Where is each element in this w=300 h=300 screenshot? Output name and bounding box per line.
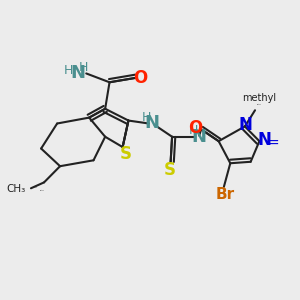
Text: N: N bbox=[145, 115, 160, 133]
Text: O: O bbox=[188, 119, 202, 137]
Text: H: H bbox=[79, 61, 88, 74]
Text: methyl: methyl bbox=[40, 190, 45, 191]
Text: O: O bbox=[133, 69, 147, 87]
Text: S: S bbox=[119, 146, 131, 164]
Text: S: S bbox=[164, 161, 176, 179]
Text: N: N bbox=[191, 128, 206, 146]
Text: H: H bbox=[142, 111, 151, 124]
Text: N: N bbox=[70, 64, 86, 82]
Text: N: N bbox=[258, 131, 272, 149]
Text: CH₃: CH₃ bbox=[7, 184, 26, 194]
Text: methyl: methyl bbox=[32, 187, 37, 188]
Text: N: N bbox=[238, 116, 252, 134]
Text: H: H bbox=[64, 64, 74, 77]
Text: H: H bbox=[188, 124, 198, 137]
Text: methyl: methyl bbox=[242, 93, 277, 103]
Text: Br: Br bbox=[216, 187, 235, 202]
Text: =: = bbox=[268, 137, 279, 151]
Text: methyl: methyl bbox=[256, 104, 261, 105]
